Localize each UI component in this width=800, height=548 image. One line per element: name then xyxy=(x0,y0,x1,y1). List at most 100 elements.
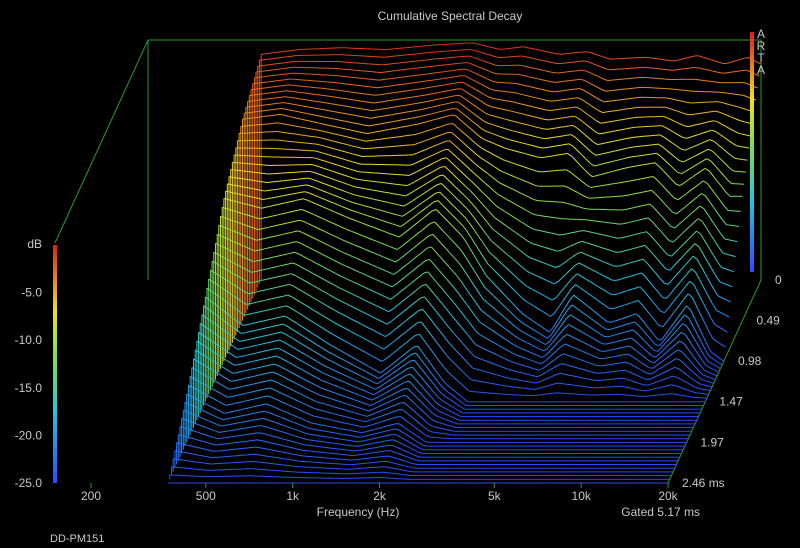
trace-segment xyxy=(232,372,237,374)
trace-segment xyxy=(393,69,398,72)
trace-segment xyxy=(277,79,282,82)
trace-segment xyxy=(430,246,436,252)
trace-segment xyxy=(581,99,587,103)
trace-segment xyxy=(487,382,493,384)
trace-segment xyxy=(418,201,424,206)
trace-segment xyxy=(744,82,750,86)
trace-segment xyxy=(226,378,232,382)
trace-segment xyxy=(322,302,328,307)
trace-segment xyxy=(257,328,263,331)
trace-segment xyxy=(651,300,657,307)
trace-segment xyxy=(709,120,714,123)
trace-segment xyxy=(645,203,650,206)
trace-segment xyxy=(263,87,268,89)
trace-segment xyxy=(661,341,667,348)
trace-segment xyxy=(355,232,360,236)
trace-segment xyxy=(557,277,563,282)
trace-segment xyxy=(592,363,598,367)
trace-segment xyxy=(664,160,670,165)
trace-segment xyxy=(204,296,210,301)
trace-segment xyxy=(589,162,595,167)
decay-trace xyxy=(211,260,713,388)
trace-segment xyxy=(304,105,309,108)
trace-segment xyxy=(396,224,401,228)
trace-segment xyxy=(395,314,400,319)
trace-segment xyxy=(539,78,544,81)
trace-segment xyxy=(616,332,621,335)
trace-segment xyxy=(370,102,375,104)
trace-segment xyxy=(628,127,633,129)
trace-segment xyxy=(690,360,695,367)
trace-segment xyxy=(602,111,607,114)
trace-segment xyxy=(434,98,440,101)
trace-segment xyxy=(455,350,461,356)
trace-segment xyxy=(602,221,607,223)
trace-segment xyxy=(338,225,344,229)
trace-segment xyxy=(664,106,670,109)
trace-segment xyxy=(345,360,350,364)
trace-segment xyxy=(688,125,693,128)
trace-segment xyxy=(463,398,469,403)
trace-segment xyxy=(550,345,555,351)
trace-segment xyxy=(204,346,210,350)
trace-segment xyxy=(516,131,521,134)
trace-segment xyxy=(622,138,627,140)
trace-segment xyxy=(420,376,426,383)
trace-segment xyxy=(348,121,353,124)
trace-segment xyxy=(414,310,420,315)
trace-segment xyxy=(501,170,506,174)
trace-segment xyxy=(268,189,274,191)
trace-segment xyxy=(219,345,224,350)
trace-segment xyxy=(398,119,403,122)
trace-segment xyxy=(253,329,258,332)
trace-segment xyxy=(279,102,284,104)
trace-segment xyxy=(292,55,297,57)
trace-segment xyxy=(318,101,323,103)
trace-segment xyxy=(486,302,492,307)
trace-segment xyxy=(321,253,326,257)
trace-segment xyxy=(583,111,589,116)
trace-segment xyxy=(503,184,509,188)
trace-segment xyxy=(561,273,567,278)
trace-segment xyxy=(573,115,579,119)
trace-segment xyxy=(345,328,351,332)
trace-segment xyxy=(224,367,229,372)
trace-segment xyxy=(425,86,431,89)
trace-segment xyxy=(637,145,642,147)
trace-segment xyxy=(709,139,715,142)
trace-segment xyxy=(280,67,286,70)
trace-segment xyxy=(471,203,477,210)
trace-segment xyxy=(683,101,688,103)
trace-segment xyxy=(705,365,711,369)
trace-segment xyxy=(540,245,545,248)
trace-segment xyxy=(260,98,265,101)
trace-segment xyxy=(208,328,213,333)
trace-segment xyxy=(331,246,336,250)
trace-segment xyxy=(656,305,661,312)
trace-segment xyxy=(321,380,327,383)
trace-segment xyxy=(389,351,395,356)
trace-segment xyxy=(345,240,350,244)
trace-segment xyxy=(729,104,734,107)
trace-segment xyxy=(411,133,416,136)
trace-segment xyxy=(445,322,450,329)
trace-segment xyxy=(259,172,265,174)
trace-segment xyxy=(613,169,618,172)
trace-segment xyxy=(466,207,471,214)
trace-segment xyxy=(722,329,728,333)
trace-segment xyxy=(510,332,515,337)
trace-segment xyxy=(470,237,476,245)
trace-segment xyxy=(454,288,460,295)
trace-segment xyxy=(663,115,668,119)
trace-segment xyxy=(664,377,669,380)
trace-segment xyxy=(731,255,736,258)
trace-segment xyxy=(479,321,485,326)
trace-segment xyxy=(358,115,363,118)
trace-segment xyxy=(536,244,541,247)
trace-segment xyxy=(689,165,695,170)
trace-segment xyxy=(707,385,713,388)
trace-segment xyxy=(257,366,262,369)
trace-segment xyxy=(432,412,438,417)
trace-segment xyxy=(532,337,538,341)
trace-segment xyxy=(281,50,287,53)
